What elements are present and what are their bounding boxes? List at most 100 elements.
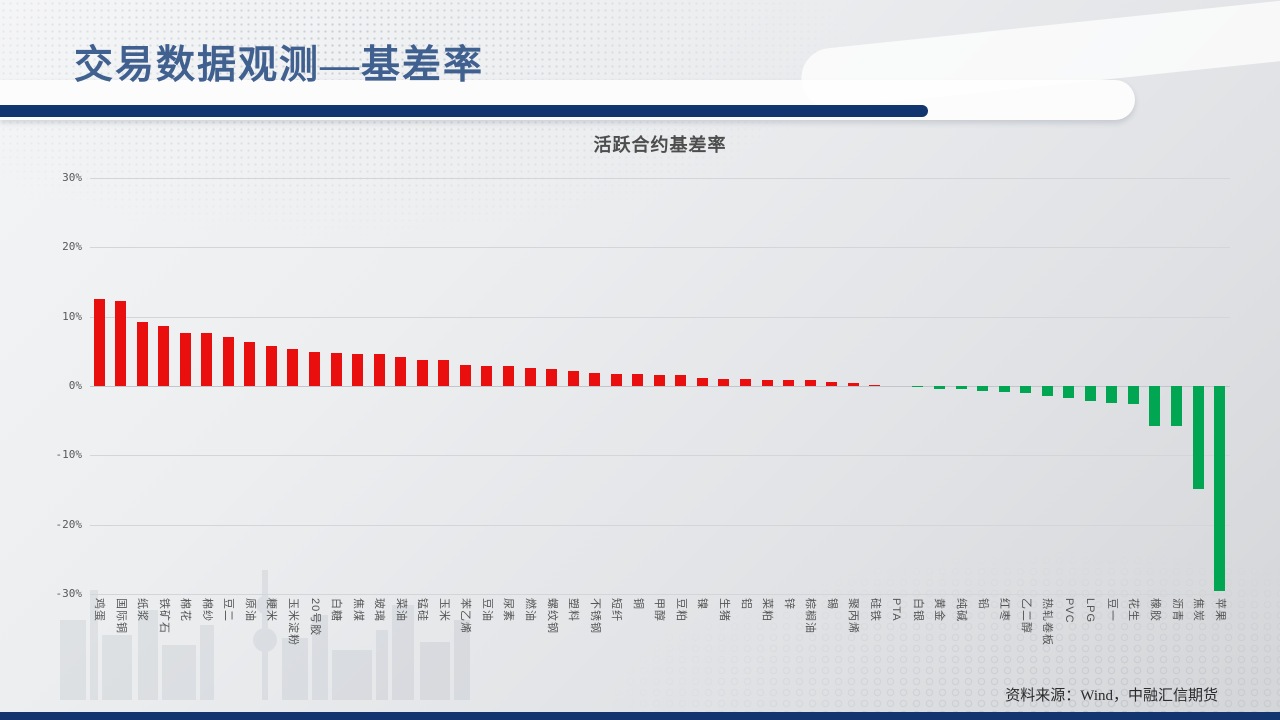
chart-bar-纸浆	[136, 321, 148, 386]
chart-bar-锡	[826, 381, 838, 386]
chart-bar-玉米	[438, 360, 450, 386]
x-axis-label: 菜粕	[761, 598, 774, 622]
x-axis-label: 橡胶	[1148, 598, 1161, 622]
chart-bar-铁矿石	[158, 325, 170, 386]
chart-bar-锰硅	[416, 359, 428, 386]
chart-bar-焦炭	[1192, 386, 1204, 489]
y-axis-tick-label: -20%	[55, 517, 83, 531]
chart-bar-玻璃	[373, 354, 385, 386]
chart-bar-锌	[783, 380, 795, 386]
x-axis-label: 粳米	[265, 598, 278, 622]
x-axis-label: 花生	[1127, 598, 1140, 622]
x-axis-label: 棕榈油	[804, 598, 817, 634]
x-axis-label: 纸浆	[136, 598, 149, 622]
x-axis-label: 菜油	[394, 598, 407, 622]
chart-bar-原油	[244, 342, 256, 386]
chart-bar-菜粕	[761, 379, 773, 386]
x-axis-label: LPG	[1084, 598, 1097, 624]
y-axis-tick-label: 0%	[68, 379, 82, 392]
x-axis-label: 甲醇	[653, 598, 666, 622]
x-axis-label: PVC	[1062, 598, 1075, 624]
x-axis-label: 苯乙烯	[459, 598, 472, 634]
chart-bar-黄金	[933, 386, 945, 389]
x-axis-label: 硅铁	[868, 598, 881, 622]
x-axis-label: 锌	[782, 598, 795, 610]
chart-bar-粳米	[265, 346, 277, 386]
x-axis-label: 铁矿石	[157, 598, 170, 634]
chart-bar-花生	[1127, 386, 1139, 405]
x-axis-label: 沥青	[1170, 598, 1183, 622]
y-axis-tick-label: 30%	[62, 171, 82, 184]
x-axis-label: 乙二醇	[1019, 598, 1032, 634]
chart-bar-燃油	[524, 367, 536, 386]
chart-bar-塑料	[567, 371, 579, 386]
gridline-20%	[90, 247, 1230, 249]
chart-bar-棉花	[179, 332, 191, 386]
x-axis-label: 玉米	[437, 598, 450, 622]
x-axis-label: 锰硅	[416, 598, 429, 622]
y-axis-tick-label: 20%	[62, 240, 82, 254]
y-axis-tick-label: 10%	[62, 309, 82, 323]
chart-bar-甲醇	[653, 374, 665, 386]
x-axis-label: 镍	[696, 598, 709, 610]
x-axis-label: 鸡蛋	[93, 598, 105, 622]
chart-bar-硅铁	[869, 385, 881, 386]
chart-bar-铜	[632, 373, 644, 386]
x-axis-label: 不锈钢	[588, 598, 601, 634]
chart-bar-生猪	[718, 379, 730, 386]
x-axis-label: 棉花	[179, 598, 192, 622]
x-axis-label: 短纤	[610, 598, 623, 622]
chart-bar-铝	[740, 379, 751, 386]
x-axis-label: 尿素	[502, 598, 515, 622]
chart-bar-沥青	[1171, 386, 1182, 427]
x-axis-label: PTA	[890, 598, 903, 622]
x-axis-label: 棉纱	[200, 598, 213, 622]
gridline--20%	[90, 524, 1230, 526]
x-axis-label: 热轧卷板	[1041, 598, 1054, 646]
chart-bar-玉米淀粉	[287, 348, 299, 386]
x-axis-label: 豆一	[1105, 598, 1118, 622]
chart-bar-尿素	[502, 365, 514, 386]
x-axis-label: 20号胶	[308, 598, 321, 637]
city-skyline-watermark	[60, 570, 470, 700]
chart-bar-热轧卷板	[1041, 386, 1053, 396]
x-axis-label: 塑料	[567, 598, 580, 622]
chart-bar-镍	[696, 378, 708, 386]
x-axis-label: 玉米淀粉	[286, 598, 299, 646]
x-axis-label: 铜	[631, 598, 644, 610]
x-axis-label: 苹果	[1213, 598, 1226, 622]
chart-bar-LPG	[1084, 386, 1096, 402]
chart-bar-不锈钢	[589, 372, 601, 386]
x-axis-label: 聚丙烯	[847, 598, 860, 634]
chart-bar-苯乙烯	[459, 365, 471, 386]
hex-dot-pattern	[520, 500, 1280, 720]
chart-bar-苹果	[1214, 386, 1226, 591]
x-axis-label: 燃油	[524, 598, 536, 622]
gridline--10%	[90, 455, 1230, 457]
x-axis-label: 白糖	[330, 598, 343, 622]
chart-bar-国际铜	[115, 300, 127, 386]
title-underline-bar	[0, 105, 928, 117]
chart-bar-豆一	[1106, 386, 1118, 403]
x-axis-label: 玻璃	[373, 598, 386, 622]
chart-bar-纯碱	[955, 386, 967, 390]
chart-bar-白银	[912, 386, 924, 388]
chart-bar-棉纱	[201, 333, 213, 386]
plot-area	[90, 178, 1230, 595]
x-axis-label: 国际铜	[114, 598, 127, 634]
chart-bar-螺纹钢	[546, 368, 558, 386]
chart-bar-棕榈油	[804, 380, 816, 386]
chart-bar-白糖	[330, 352, 342, 386]
x-axis-label: 螺纹钢	[545, 598, 558, 634]
chart-bar-聚丙烯	[847, 382, 859, 386]
bottom-accent-bar	[0, 712, 1280, 720]
x-axis-label: 纯碱	[955, 598, 967, 622]
gridline-30%	[90, 178, 1230, 179]
chart-title: 活跃合约基差率	[593, 135, 727, 155]
x-axis-label: 原油	[243, 598, 256, 622]
x-axis-label: 豆油	[480, 598, 493, 622]
chart-bar-豆粕	[675, 374, 687, 386]
page-title: 交易数据观测—基差率	[74, 44, 485, 87]
